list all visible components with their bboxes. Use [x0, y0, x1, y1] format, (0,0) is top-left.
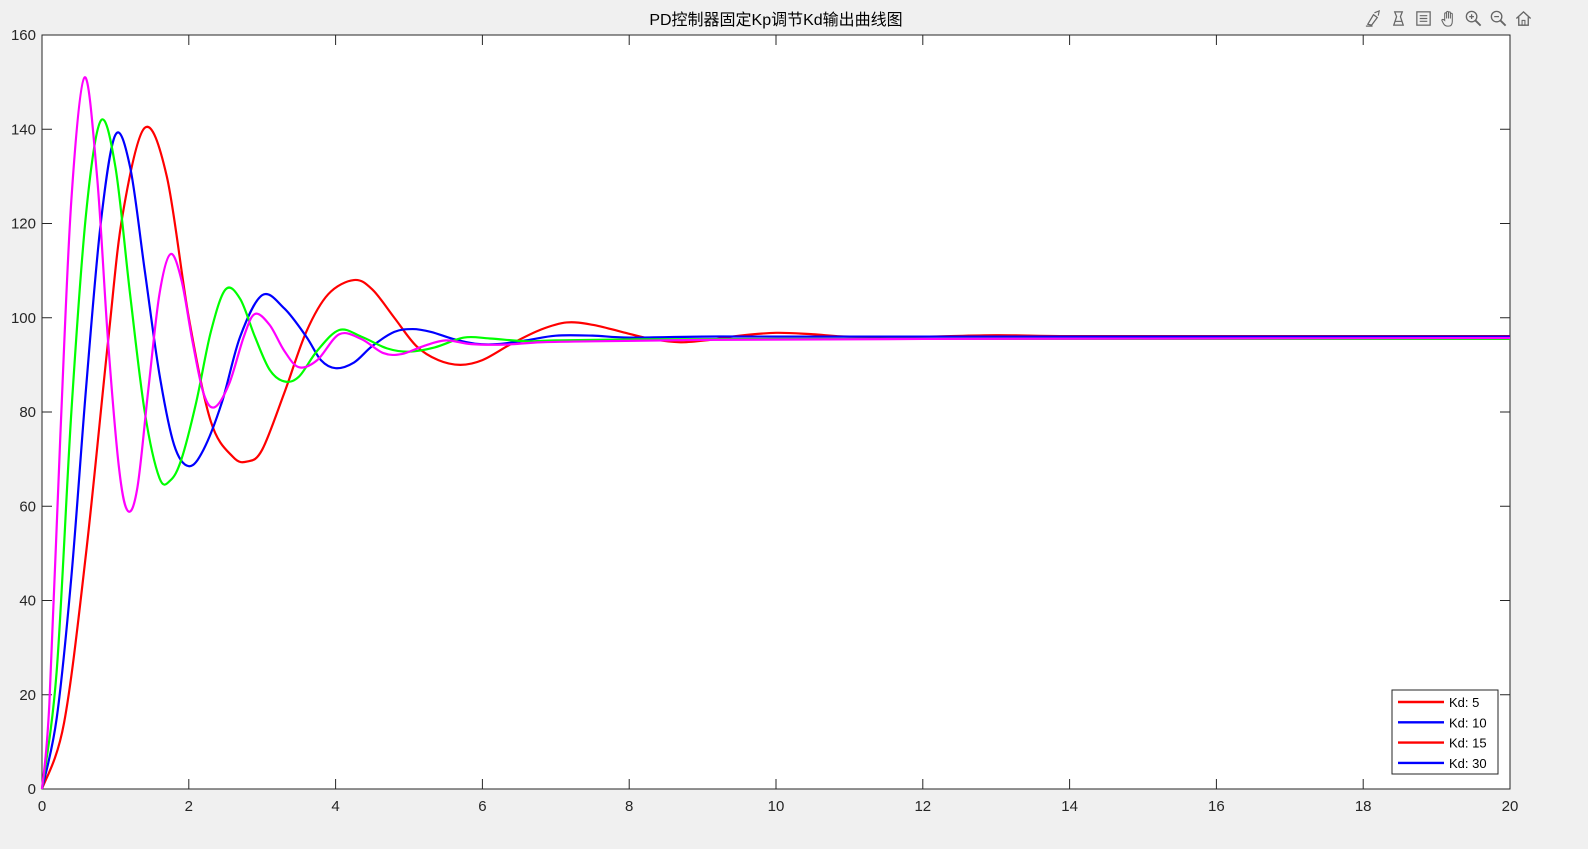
x-tick-label: 16: [1208, 798, 1225, 815]
data-cursor-icon[interactable]: [1388, 8, 1409, 29]
y-tick-label: 0: [28, 781, 36, 798]
legend-toggle-icon[interactable]: [1413, 8, 1434, 29]
y-tick-label: 160: [11, 27, 36, 44]
x-tick-label: 2: [185, 798, 193, 815]
legend[interactable]: Kd: 5 Kd: 10 Kd: 15 Kd: 30: [1391, 689, 1499, 775]
x-tick-label: 4: [331, 798, 339, 815]
x-tick-label: 0: [38, 798, 46, 815]
home-icon[interactable]: [1513, 8, 1534, 29]
y-tick-label: 60: [19, 498, 36, 515]
legend-label: Kd: 5: [1449, 695, 1479, 710]
zoom-out-icon[interactable]: [1488, 8, 1509, 29]
x-axis-ticks: 0 2 4 6 8 10 12 14 16 18 20: [38, 35, 1519, 815]
x-tick-label: 20: [1502, 798, 1519, 815]
y-tick-label: 40: [19, 593, 36, 610]
legend-label: Kd: 15: [1449, 736, 1487, 751]
brush-icon[interactable]: [1363, 8, 1384, 29]
series-line-kd-30: [40, 76, 1511, 790]
x-tick-label: 10: [768, 798, 785, 815]
y-axis-ticks: 0 20 40 60 80 100 120 140 160: [11, 27, 1510, 798]
y-tick-label: 120: [11, 216, 36, 233]
x-tick-label: 8: [625, 798, 633, 815]
y-tick-label: 20: [19, 687, 36, 704]
pan-hand-icon[interactable]: [1438, 8, 1459, 29]
axes-box[interactable]: [41, 34, 1511, 790]
y-tick-label: 140: [11, 121, 36, 138]
x-tick-label: 18: [1355, 798, 1372, 815]
zoom-in-icon[interactable]: [1463, 8, 1484, 29]
series-layer: [40, 76, 1511, 790]
series-line-kd-15: [40, 118, 1510, 790]
y-tick-label: 100: [11, 310, 36, 327]
x-tick-label: 12: [914, 798, 931, 815]
y-tick-label: 80: [19, 404, 36, 421]
series-line-kd-10: [40, 131, 1510, 790]
axes-toolbar: [1363, 8, 1534, 29]
x-tick-label: 14: [1061, 798, 1078, 815]
x-tick-label: 6: [478, 798, 486, 815]
legend-label: Kd: 10: [1449, 715, 1487, 730]
legend-label: Kd: 30: [1449, 756, 1487, 771]
legend-box: [1391, 689, 1499, 775]
chart-title: PD控制器固定Kp调节Kd输出曲线图: [649, 11, 902, 29]
